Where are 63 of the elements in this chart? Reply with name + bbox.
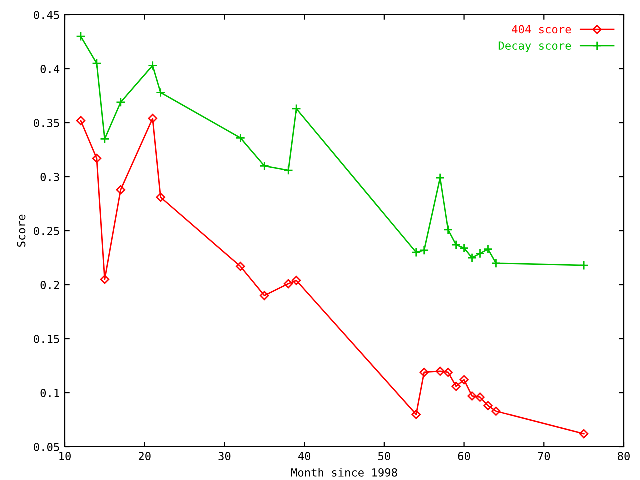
x-tick-label: 50 <box>378 452 390 461</box>
point <box>412 410 421 420</box>
point <box>419 246 430 256</box>
y-tick-label: 0.15 <box>34 335 60 344</box>
point <box>484 401 493 411</box>
point <box>148 114 158 124</box>
point <box>260 161 270 172</box>
point <box>460 375 469 385</box>
point <box>92 58 102 68</box>
y-tick-label: 0.45 <box>34 11 60 20</box>
point <box>148 60 158 71</box>
x-tick-label: 60 <box>458 452 470 461</box>
point <box>156 88 166 98</box>
y-tick-label: 0.4 <box>40 65 60 74</box>
point <box>100 274 110 284</box>
x-tick-label: 40 <box>298 452 311 461</box>
point <box>492 406 501 416</box>
point <box>116 98 126 108</box>
point <box>452 382 461 392</box>
point <box>100 134 110 144</box>
point <box>92 154 102 164</box>
y-tick-label: 0.05 <box>34 443 60 452</box>
point <box>436 366 445 376</box>
point <box>443 225 454 235</box>
x-tick-label: 10 <box>60 452 71 461</box>
x-tick-label: 70 <box>538 452 550 461</box>
y-tick-label: 0.3 <box>40 173 60 182</box>
point <box>292 104 302 114</box>
y-tick-label: 0.25 <box>34 227 60 236</box>
point <box>579 260 589 270</box>
x-tick-label: 80 <box>618 452 630 461</box>
y-tick-label: 0.35 <box>34 119 60 128</box>
x-tick-label: 30 <box>218 452 231 461</box>
point <box>476 392 485 402</box>
point <box>236 133 246 143</box>
point <box>412 248 422 258</box>
point <box>435 173 446 183</box>
y-tick-label: 0.2 <box>40 281 60 290</box>
point <box>420 368 429 378</box>
point <box>459 243 470 254</box>
point <box>284 279 294 289</box>
point <box>236 262 246 272</box>
point <box>483 244 494 254</box>
legend-label: Decay score <box>498 42 572 52</box>
point <box>468 392 477 401</box>
x-tick-label: 20 <box>138 452 151 461</box>
point <box>491 258 502 268</box>
point <box>76 116 86 126</box>
point <box>156 192 166 202</box>
legend-label: 404 score <box>512 25 572 34</box>
point <box>284 166 294 176</box>
point <box>76 32 86 42</box>
x-axis-title: Month since 1998 <box>291 468 398 477</box>
point <box>475 248 486 259</box>
point <box>260 291 270 300</box>
point <box>579 429 589 439</box>
point <box>451 240 462 250</box>
y-axis-title: Score <box>17 214 26 247</box>
point <box>116 185 126 195</box>
point <box>467 253 478 263</box>
point <box>444 368 453 378</box>
y-tick-label: 0.1 <box>40 389 60 398</box>
point <box>292 276 302 286</box>
